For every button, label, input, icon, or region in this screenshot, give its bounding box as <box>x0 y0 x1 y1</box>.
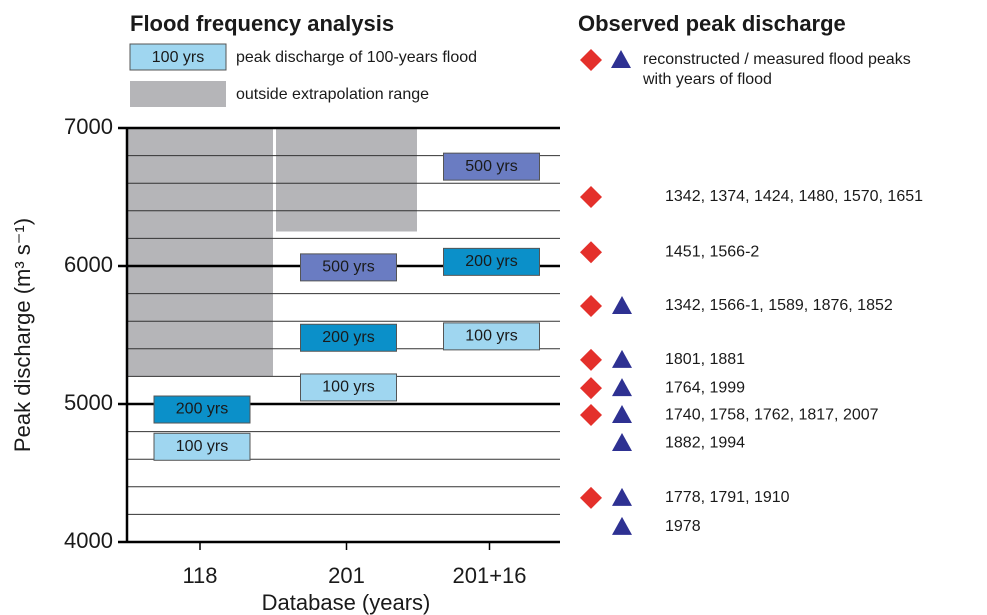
flood-years: 1882, 1994 <box>665 434 745 451</box>
return-period-box <box>443 247 540 276</box>
return-period-box <box>153 432 251 461</box>
legend-text: peak discharge of 100-years flood <box>236 49 477 66</box>
observed-title: Observed peak discharge <box>578 11 846 36</box>
flood-years: 1778, 1791, 1910 <box>665 489 790 506</box>
reconstructed-marker <box>580 241 602 264</box>
reconstructed-marker <box>580 295 602 318</box>
return-period-box <box>300 373 397 402</box>
flood-years: 1978 <box>665 518 701 535</box>
measured-marker <box>612 405 632 424</box>
y-axis-label: Peak discharge (m³ s⁻¹) <box>10 218 35 452</box>
y-tick-label: 4000 <box>64 528 113 553</box>
legend-swatch <box>130 81 226 107</box>
measured-marker <box>612 378 632 397</box>
y-tick-label: 5000 <box>64 390 113 415</box>
reconstructed-marker <box>580 49 602 71</box>
extrapolation-region <box>276 128 417 232</box>
return-period-label: 100 yrs <box>176 438 228 455</box>
chart-title: Flood frequency analysis <box>130 11 394 36</box>
flood-years: 1740, 1758, 1762, 1817, 2007 <box>665 406 879 423</box>
flood-years: 1801, 1881 <box>665 351 745 368</box>
flood-years: 1451, 1566-2 <box>665 243 759 260</box>
return-period-box <box>300 323 397 352</box>
legend-text: reconstructed / measured flood peaks <box>643 51 911 68</box>
reconstructed-marker <box>580 186 602 208</box>
return-period-label: 100 yrs <box>465 328 517 345</box>
reconstructed-marker <box>580 348 602 371</box>
measured-marker <box>611 50 631 68</box>
flood-years: 1764, 1999 <box>665 379 745 396</box>
legend-swatch <box>129 43 227 71</box>
measured-marker <box>612 487 632 506</box>
measured-marker <box>612 516 632 535</box>
legend-text: with years of flood <box>642 71 772 88</box>
x-axis-label: Database (years) <box>262 590 431 615</box>
x-tick-label: 201 <box>328 563 365 588</box>
x-tick-label: 118 <box>182 563 217 588</box>
extrapolation-region <box>127 128 273 377</box>
return-period-label: 200 yrs <box>322 329 374 346</box>
return-period-box <box>443 152 540 181</box>
x-tick-label: 201+16 <box>452 563 526 588</box>
y-tick-label: 7000 <box>64 114 113 139</box>
return-period-box <box>443 322 540 351</box>
flood-years: 1342, 1566-1, 1589, 1876, 1852 <box>665 297 893 314</box>
reconstructed-marker <box>580 486 602 509</box>
reconstructed-marker <box>580 377 602 400</box>
reconstructed-marker <box>580 404 602 427</box>
return-period-label: 500 yrs <box>322 259 374 276</box>
return-period-label: 500 yrs <box>465 158 517 175</box>
measured-marker <box>612 349 632 368</box>
legend-swatch-label: 100 yrs <box>152 49 204 66</box>
y-tick-label: 6000 <box>64 252 113 277</box>
return-period-label: 200 yrs <box>176 401 228 418</box>
measured-marker <box>612 296 632 315</box>
return-period-box <box>300 253 397 282</box>
legend-text: outside extrapolation range <box>236 86 429 103</box>
return-period-label: 200 yrs <box>465 253 517 270</box>
return-period-box <box>153 395 251 424</box>
return-period-label: 100 yrs <box>322 379 374 396</box>
measured-marker <box>612 433 632 452</box>
flood-years: 1342, 1374, 1424, 1480, 1570, 1651 <box>665 188 923 205</box>
